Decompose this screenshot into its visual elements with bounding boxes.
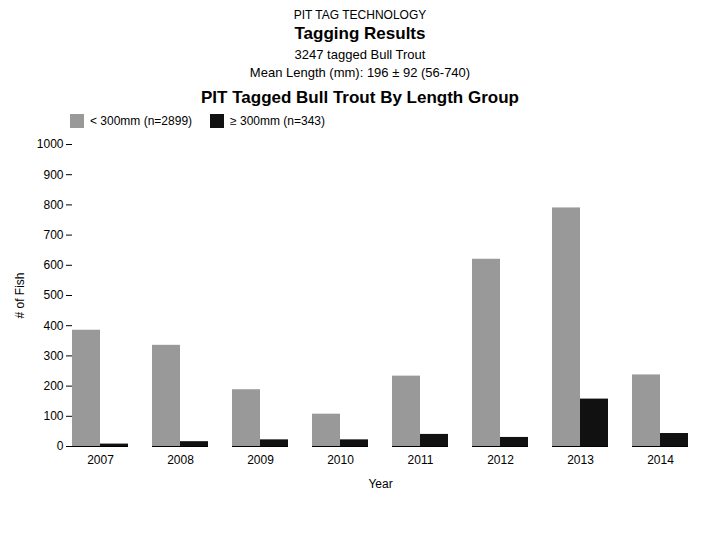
svg-text:0: 0 xyxy=(57,439,64,453)
svg-text:# of Fish: # of Fish xyxy=(13,272,27,318)
html-text:3247 tagged Bull Trout: 3247 tagged Bull Trout xyxy=(294,47,426,62)
svg-text:2009: 2009 xyxy=(247,453,274,467)
svg-text:200: 200 xyxy=(43,379,63,393)
svg-text:100: 100 xyxy=(43,409,63,423)
html-text:PIT Tagged Bull Trout By Lengt: PIT Tagged Bull Trout By Length Group xyxy=(201,88,519,107)
svg-text:2012: 2012 xyxy=(487,453,514,467)
svg-text:2007: 2007 xyxy=(87,453,114,467)
svg-text:Year: Year xyxy=(368,477,392,491)
svg-text:700: 700 xyxy=(43,228,63,242)
svg-text:2014: 2014 xyxy=(647,453,674,467)
svg-text:2008: 2008 xyxy=(167,453,194,467)
html-text:Mean Length (mm): 196 ± 92 (56: Mean Length (mm): 196 ± 92 (56-740) xyxy=(249,65,471,80)
svg-text:2010: 2010 xyxy=(327,453,354,467)
html-text:Tagging Results: Tagging Results xyxy=(294,24,426,43)
html-text:≥ 300mm (n=343): ≥ 300mm (n=343) xyxy=(230,114,325,128)
html-text:< 300mm (n=2899): < 300mm (n=2899) xyxy=(90,114,193,128)
svg-text:600: 600 xyxy=(43,258,63,272)
svg-text:900: 900 xyxy=(43,168,63,182)
svg-text:2011: 2011 xyxy=(408,453,434,467)
svg-text:400: 400 xyxy=(43,319,63,333)
svg-text:300: 300 xyxy=(43,349,63,363)
svg-text:800: 800 xyxy=(43,198,63,212)
svg-text:1000: 1000 xyxy=(37,137,64,151)
svg-text:2013: 2013 xyxy=(567,453,594,467)
svg-text:500: 500 xyxy=(43,288,63,302)
html-text:PIT TAG TECHNOLOGY: PIT TAG TECHNOLOGY xyxy=(293,8,427,22)
